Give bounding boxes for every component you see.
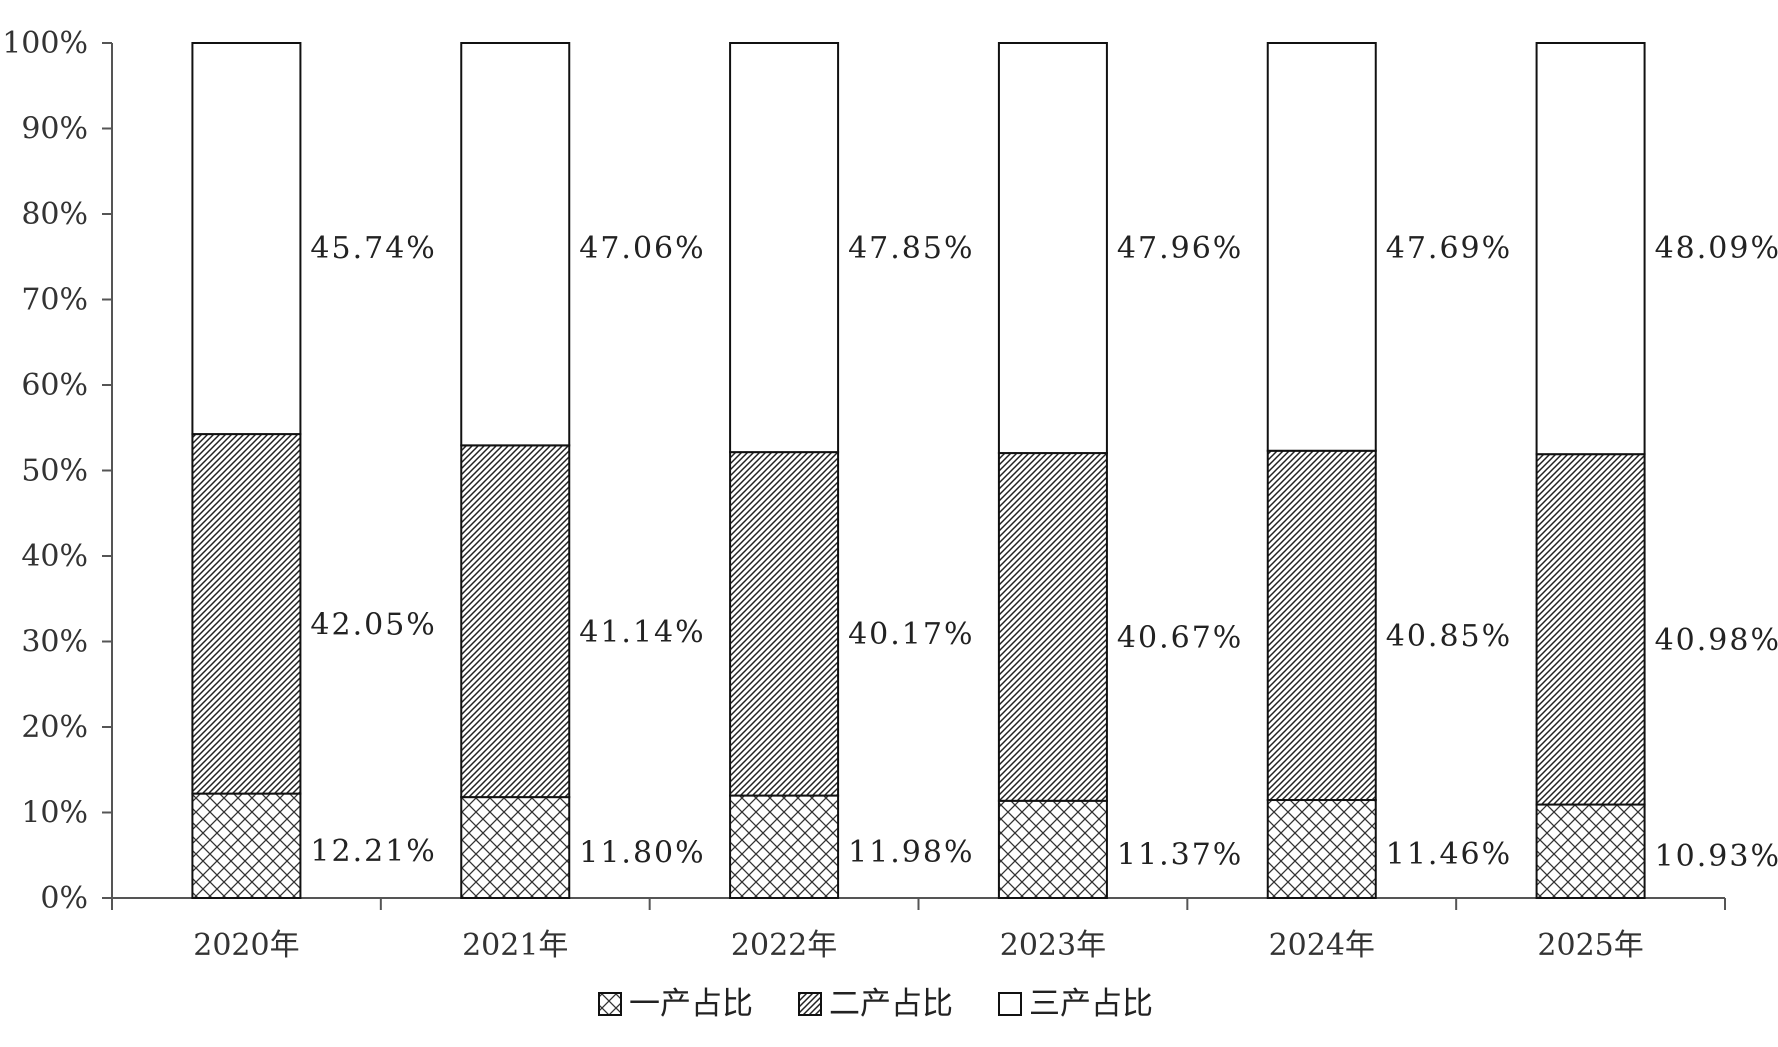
data-label: 11.80% [579, 836, 705, 871]
bar-segment-1 [191, 792, 302, 899]
bar-segment-2 [460, 444, 571, 799]
y-tick-label: 30% [21, 625, 88, 660]
bar-segment-3 [191, 42, 302, 436]
data-label: 47.96% [1117, 231, 1243, 266]
data-label: 47.69% [1386, 231, 1512, 266]
bar-segment-2 [1535, 453, 1646, 806]
bar-segment-3 [1535, 42, 1646, 456]
legend-item: 二产占比 [798, 986, 953, 1022]
y-tick-label: 60% [21, 368, 88, 403]
y-tick-label: 70% [21, 283, 88, 318]
y-tick-label: 40% [21, 539, 88, 574]
data-label: 48.09% [1655, 231, 1778, 266]
bar-segment-1 [460, 796, 571, 899]
bars [191, 42, 1646, 900]
data-label: 11.98% [848, 835, 974, 870]
x-tick-label: 2022年 [731, 928, 837, 963]
legend-swatch [598, 992, 622, 1016]
bar-segment-2 [191, 433, 302, 795]
y-tick-label: 0% [40, 881, 88, 916]
bar-segment-2 [1266, 449, 1377, 802]
bar-segment-1 [997, 799, 1108, 899]
bar-segment-3 [460, 42, 571, 447]
data-label: 45.74% [310, 231, 436, 266]
x-tick-label: 2025年 [1537, 928, 1643, 963]
data-labels: 12.21% 42.05% 45.74% 11.80% 41.14% 47.06% 11.9… [310, 231, 1778, 874]
data-label: 10.93% [1655, 839, 1778, 874]
data-label: 42.05% [310, 608, 436, 643]
y-tick-label: 20% [21, 710, 88, 745]
data-label: 40.85% [1386, 619, 1512, 654]
y-axis: 0% 10% 20% 30% 40% 50% 60% 70% 80% 90% 100% [2, 26, 113, 916]
data-label: 11.37% [1117, 837, 1243, 872]
data-label: 47.85% [848, 231, 974, 266]
data-label: 40.98% [1655, 623, 1778, 658]
bar-segment-3 [1266, 42, 1377, 452]
bar-segment-1 [1535, 803, 1646, 900]
legend-label: 二产占比 [829, 986, 953, 1022]
x-tick-label: 2023年 [1000, 928, 1106, 963]
legend-swatch [798, 992, 822, 1016]
x-tick-label: 2020年 [193, 928, 299, 963]
y-tick-label: 80% [21, 197, 88, 232]
x-tick-label: 2021年 [462, 928, 568, 963]
bar-segment-3 [997, 42, 1108, 455]
bar-segment-3 [729, 42, 840, 454]
bar-segment-2 [997, 452, 1108, 802]
legend: 一产占比 二产占比 三产占比 [598, 986, 1153, 1022]
legend-label: 三产占比 [1029, 986, 1153, 1022]
y-tick-label: 50% [21, 454, 88, 489]
legend-item: 一产占比 [598, 986, 753, 1022]
data-label: 47.06% [579, 231, 705, 266]
y-tick-label: 90% [21, 112, 88, 147]
legend-swatch [998, 992, 1022, 1016]
bar-segment-2 [729, 451, 840, 797]
legend-label: 一产占比 [629, 986, 753, 1022]
data-label: 40.67% [1117, 620, 1243, 655]
x-tick-label: 2024年 [1269, 928, 1375, 963]
y-tick-label: 10% [21, 796, 88, 831]
data-label: 12.21% [310, 834, 436, 869]
data-label: 41.14% [579, 615, 705, 650]
x-axis: 2020年 2021年 2022年 2023年 2024年 2025年 [111, 897, 1726, 963]
bar-segment-1 [729, 794, 840, 899]
legend-item: 三产占比 [998, 986, 1153, 1022]
data-label: 40.17% [848, 617, 974, 652]
bar-segment-1 [1266, 799, 1377, 900]
y-tick-label: 100% [2, 26, 88, 61]
data-label: 11.46% [1386, 837, 1512, 872]
